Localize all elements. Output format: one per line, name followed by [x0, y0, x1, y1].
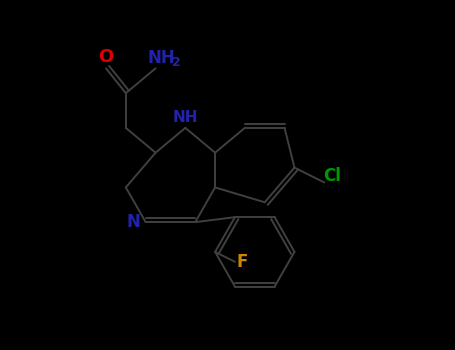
- Text: N: N: [126, 213, 140, 231]
- Text: O: O: [98, 48, 114, 66]
- Text: NH: NH: [172, 111, 198, 125]
- Text: NH: NH: [148, 49, 176, 68]
- Text: F: F: [237, 253, 248, 271]
- Text: 2: 2: [172, 56, 181, 69]
- Text: Cl: Cl: [323, 168, 341, 186]
